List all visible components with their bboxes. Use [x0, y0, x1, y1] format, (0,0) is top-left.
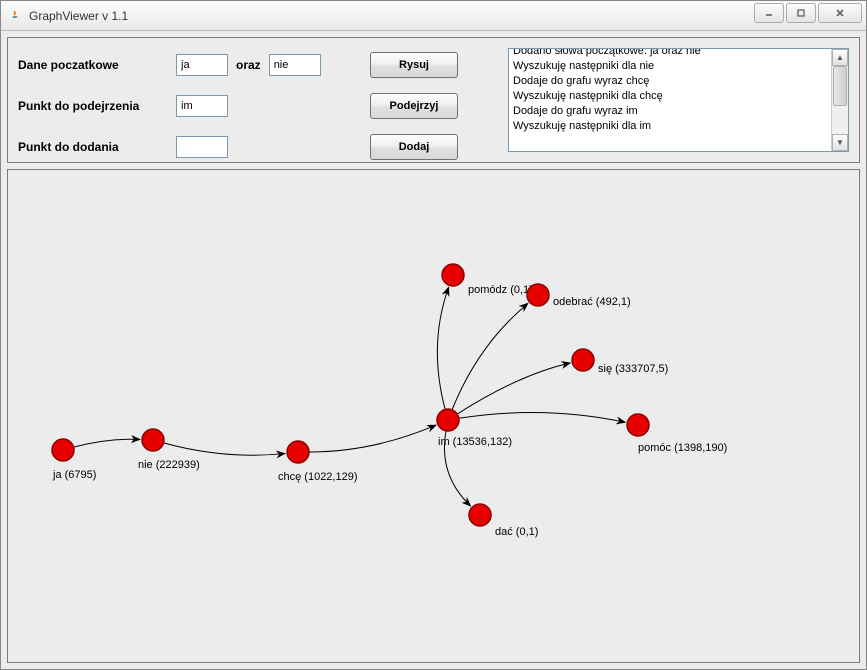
graph-node[interactable]	[437, 409, 459, 431]
add-button[interactable]: Dodaj	[370, 134, 458, 160]
graph-canvas[interactable]: ja (6795) nie (222939) chcę (1022,129) im (…	[8, 170, 859, 662]
graph-edge	[74, 439, 140, 447]
label-add-point: Punkt do dodania	[18, 140, 168, 154]
graph-node[interactable]	[469, 504, 491, 526]
top-panel: Dane poczatkowe oraz Rysuj Punkt do pode…	[7, 37, 860, 163]
window-title: GraphViewer v 1.1	[29, 9, 128, 23]
log-line: Dodano słowa początkowe: ja oraz nie	[513, 49, 827, 59]
form-row-add: Punkt do dodania Dodaj	[18, 134, 498, 160]
log-text[interactable]: Dodano słowa początkowe: ja oraz nieWysz…	[509, 49, 831, 151]
graph-node[interactable]	[52, 439, 74, 461]
inspect-button[interactable]: Podejrzyj	[370, 93, 458, 119]
draw-button[interactable]: Rysuj	[370, 52, 458, 78]
label-initial-data: Dane poczatkowe	[18, 58, 168, 72]
app-window: GraphViewer v 1.1 Dane poczatkowe oraz R	[0, 0, 867, 670]
titlebar: GraphViewer v 1.1	[1, 1, 866, 31]
scroll-track[interactable]	[832, 66, 848, 134]
graph-node-label: pomódz (0,1)	[468, 284, 533, 296]
form-area: Dane poczatkowe oraz Rysuj Punkt do pode…	[18, 48, 498, 152]
input-word1[interactable]	[176, 54, 228, 76]
close-button[interactable]	[818, 3, 862, 23]
content-area: Dane poczatkowe oraz Rysuj Punkt do pode…	[1, 31, 866, 669]
graph-node[interactable]	[627, 414, 649, 436]
graph-edge	[459, 413, 625, 423]
graph-edge	[164, 443, 285, 455]
log-line: Wyszukuję następniki dla chcę	[513, 89, 827, 104]
graph-node-label: dać (0,1)	[495, 526, 538, 538]
graph-edge	[457, 363, 570, 414]
label-inspect-point: Punkt do podejrzenia	[18, 99, 168, 113]
graph-edge	[437, 287, 448, 409]
graph-edge	[309, 425, 436, 452]
graph-node-label: odebrać (492,1)	[553, 296, 631, 308]
scroll-up-button[interactable]: ▲	[832, 49, 848, 66]
graph-node[interactable]	[527, 284, 549, 306]
minimize-button[interactable]	[754, 3, 784, 23]
graph-node-label: chcę (1022,129)	[278, 471, 358, 483]
form-row-inspect: Punkt do podejrzenia Podejrzyj	[18, 93, 498, 119]
graph-node-label: im (13536,132)	[438, 436, 512, 448]
window-controls	[754, 3, 862, 23]
input-add[interactable]	[176, 136, 228, 158]
log-line: Dodaje do grafu wyraz chcę	[513, 74, 827, 89]
graph-node-label: ja (6795)	[52, 469, 96, 481]
log-line: Wyszukuję następniki dla im	[513, 119, 827, 134]
graph-node[interactable]	[572, 349, 594, 371]
graph-edge	[452, 303, 528, 409]
input-inspect[interactable]	[176, 95, 228, 117]
graph-node-label: się (333707,5)	[598, 363, 668, 375]
log-line: Dodaje do grafu wyraz im	[513, 104, 827, 119]
graph-node-label: pomóc (1398,190)	[638, 442, 727, 454]
graph-node[interactable]	[442, 264, 464, 286]
log-area: Dodano słowa początkowe: ja oraz nieWysz…	[508, 48, 849, 152]
input-word2[interactable]	[269, 54, 321, 76]
maximize-button[interactable]	[786, 3, 816, 23]
label-oraz: oraz	[236, 58, 261, 72]
scroll-down-button[interactable]: ▼	[832, 134, 848, 151]
java-icon	[7, 8, 23, 24]
graph-panel[interactable]: ja (6795) nie (222939) chcę (1022,129) im (…	[7, 169, 860, 663]
graph-node[interactable]	[142, 429, 164, 451]
log-scrollbar[interactable]: ▲ ▼	[831, 49, 848, 151]
graph-node-label: nie (222939)	[138, 459, 200, 471]
form-row-initial: Dane poczatkowe oraz Rysuj	[18, 52, 498, 78]
scroll-thumb[interactable]	[833, 66, 847, 106]
log-line: Wyszukuję następniki dla nie	[513, 59, 827, 74]
graph-node[interactable]	[287, 441, 309, 463]
